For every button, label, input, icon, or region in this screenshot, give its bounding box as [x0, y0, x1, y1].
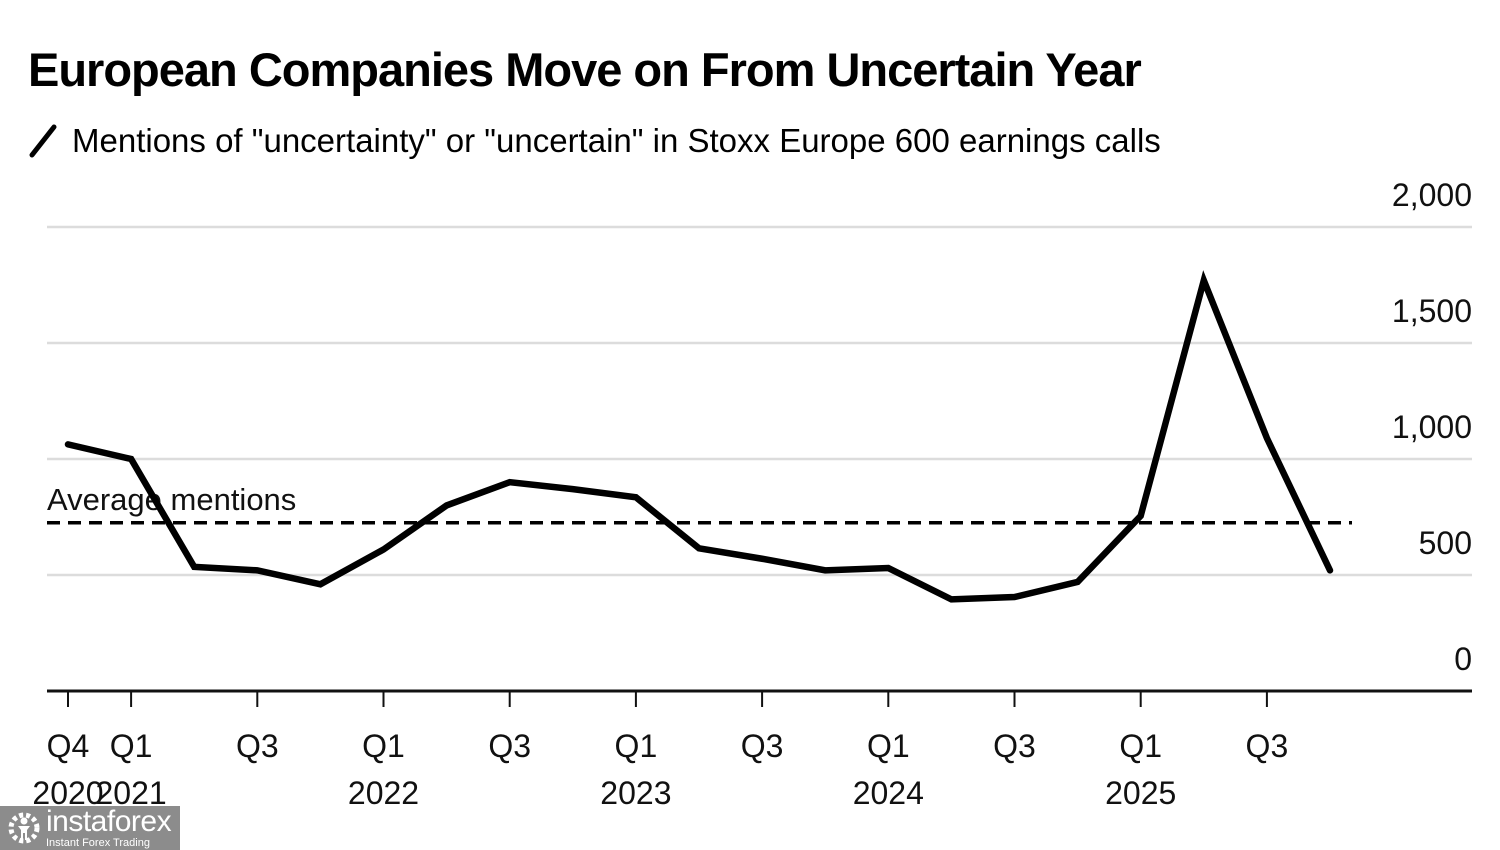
y-tick-label: 500	[1419, 525, 1472, 561]
watermark-tagline: Instant Forex Trading	[46, 837, 150, 849]
y-tick-label: 2,000	[1392, 177, 1472, 213]
x-tick-label-year: 2024	[853, 775, 924, 811]
x-tick-label-year: 2021	[96, 775, 167, 811]
x-tick-label-quarter: Q3	[488, 728, 531, 764]
gear-figure-icon	[8, 812, 40, 844]
y-tick-label: 0	[1454, 641, 1472, 677]
y-tick-label: 1,500	[1392, 293, 1472, 329]
watermark-brand: instaforex	[46, 805, 172, 838]
x-tick-label-quarter: Q1	[615, 728, 658, 764]
x-tick-label-year: 2020	[32, 775, 103, 811]
x-tick-label-quarter: Q1	[110, 728, 153, 764]
y-axis-labels: 0 500 1,000 1,500 2,000	[1392, 177, 1472, 677]
series-line	[64, 270, 1334, 603]
x-tick-label-quarter: Q3	[1246, 728, 1289, 764]
chart-title: European Companies Move on From Uncertai…	[28, 43, 1142, 96]
x-tick-label-quarter: Q3	[993, 728, 1036, 764]
legend: Mentions of "uncertainty" or "uncertain"…	[28, 122, 1161, 160]
x-tick-label-year: 2023	[600, 775, 671, 811]
gridlines	[47, 225, 1472, 577]
legend-line-icon	[29, 124, 57, 158]
x-tick-label-quarter: Q4	[47, 728, 90, 764]
legend-label: Mentions of "uncertainty" or "uncertain"…	[72, 122, 1161, 159]
x-tick-label-quarter: Q1	[867, 728, 910, 764]
watermark: instaforex Instant Forex Trading	[0, 806, 180, 850]
x-tick-label-year: 2025	[1105, 775, 1176, 811]
y-tick-label: 1,000	[1392, 409, 1472, 445]
average-line-label: Average mentions	[47, 482, 296, 517]
x-tick-label-quarter: Q1	[1119, 728, 1162, 764]
x-tick-label-year: 2022	[348, 775, 419, 811]
x-tick-label-quarter: Q3	[741, 728, 784, 764]
average-line-group: Average mentions	[47, 482, 1352, 525]
x-tick-label-quarter: Q3	[236, 728, 279, 764]
x-tick-label-quarter: Q1	[362, 728, 405, 764]
series-group	[64, 270, 1334, 603]
